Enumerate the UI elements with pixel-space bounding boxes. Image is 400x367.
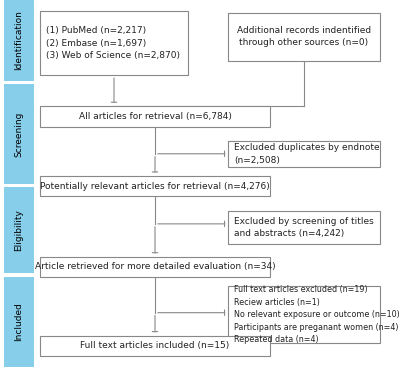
Text: Article retrieved for more detailed evaluation (n=34): Article retrieved for more detailed eval… [35, 262, 275, 272]
Text: Additional records indentified
through other sources (n=0): Additional records indentified through o… [237, 26, 371, 47]
Bar [4, 0, 34, 81]
Bar [228, 141, 380, 167]
Bar [4, 187, 34, 273]
Text: Potentially relevant articles for retrieval (n=4,276): Potentially relevant articles for retrie… [40, 182, 270, 191]
Text: Identification: Identification [14, 10, 24, 70]
Bar [228, 286, 380, 343]
Text: All articles for retrieval (n=6,784): All articles for retrieval (n=6,784) [78, 112, 232, 121]
Bar [4, 277, 34, 367]
Text: Excluded duplicates by endnote
(n=2,508): Excluded duplicates by endnote (n=2,508) [234, 143, 380, 164]
Text: Full text articles excluded (n=19)
Reciew articles (n=1)
No relevant exposure or: Full text articles excluded (n=19) Recie… [234, 285, 400, 344]
Text: Eligibility: Eligibility [14, 209, 24, 251]
Text: (1) PubMed (n=2,217)
(2) Embase (n=1,697)
(3) Web of Science (n=2,870): (1) PubMed (n=2,217) (2) Embase (n=1,697… [46, 26, 180, 60]
Bar [40, 336, 270, 356]
Text: Excluded by screening of titles
and abstracts (n=4,242): Excluded by screening of titles and abst… [234, 217, 374, 238]
Bar [228, 13, 380, 61]
Bar [4, 84, 34, 184]
Bar [40, 176, 270, 196]
Bar [40, 11, 188, 75]
Bar [40, 257, 270, 277]
Bar [40, 106, 270, 127]
Text: Full text articles included (n=15): Full text articles included (n=15) [80, 341, 230, 350]
Text: Screening: Screening [14, 111, 24, 157]
Bar [228, 211, 380, 244]
Text: Included: Included [14, 303, 24, 341]
